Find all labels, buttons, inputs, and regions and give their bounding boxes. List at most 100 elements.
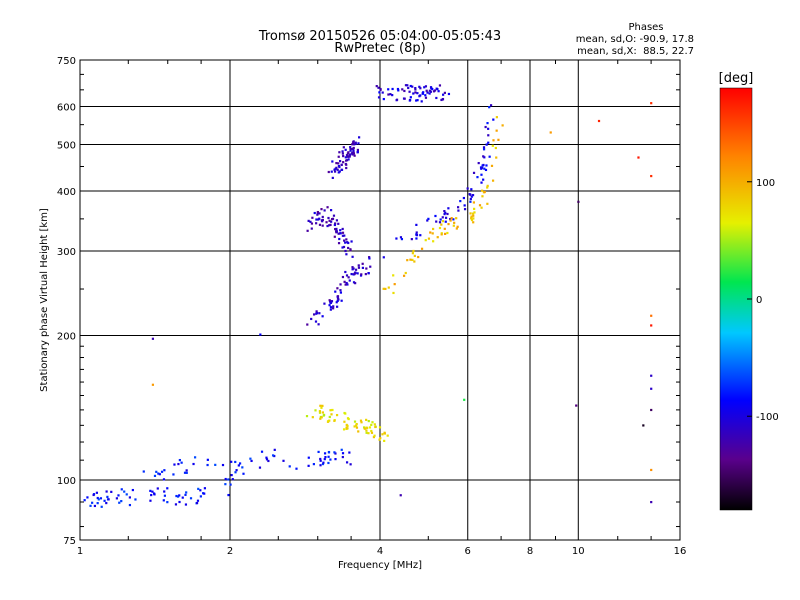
- echo-point: [331, 408, 334, 412]
- echo-point: [337, 242, 341, 245]
- echo-point: [353, 143, 356, 146]
- echo-point: [397, 89, 400, 92]
- echo-point: [178, 500, 181, 504]
- echo-point: [480, 181, 483, 184]
- echo-point: [650, 408, 653, 412]
- echo-point: [181, 496, 184, 499]
- echo-point: [321, 215, 324, 219]
- echo-point: [329, 209, 333, 212]
- echo-point: [455, 227, 458, 230]
- echo-point: [378, 438, 381, 441]
- echo-point: [230, 460, 233, 463]
- echo-point: [134, 498, 137, 501]
- echo-point: [344, 283, 347, 286]
- x-tick-label: 8: [527, 546, 533, 557]
- echo-point: [488, 155, 491, 158]
- echo-point: [344, 148, 347, 151]
- echo-point: [131, 488, 134, 492]
- echo-point: [472, 221, 475, 224]
- echo-point: [110, 490, 113, 493]
- colorbar-unit-label: [deg]: [719, 71, 754, 86]
- echo-point: [469, 193, 472, 196]
- echo-point: [352, 152, 356, 155]
- echo-point: [351, 151, 354, 154]
- echo-point: [345, 163, 348, 166]
- echo-point: [399, 236, 403, 239]
- echo-point: [341, 227, 344, 231]
- echo-point: [321, 462, 325, 466]
- echo-point: [322, 461, 325, 464]
- echo-point: [349, 248, 352, 251]
- echo-point: [414, 86, 417, 90]
- echo-point: [174, 503, 178, 506]
- echo-point: [414, 88, 417, 91]
- echo-point: [327, 461, 330, 465]
- echo-point: [336, 299, 339, 303]
- echo-point: [342, 154, 345, 158]
- echo-point: [331, 218, 334, 221]
- echo-point: [344, 241, 347, 244]
- echo-point: [470, 217, 473, 220]
- echo-point: [313, 313, 316, 316]
- echo-point: [106, 495, 109, 499]
- echo-point: [360, 421, 363, 424]
- echo-point: [330, 300, 334, 303]
- echo-point: [344, 249, 347, 253]
- x-tick-label: 2: [227, 546, 233, 557]
- echo-point: [417, 255, 420, 259]
- echo-point: [440, 223, 443, 226]
- echo-point: [163, 469, 166, 472]
- echo-point: [494, 146, 497, 150]
- echo-point: [436, 236, 439, 239]
- echo-point: [328, 304, 331, 307]
- echo-point: [315, 222, 318, 225]
- echo-point: [642, 424, 645, 427]
- echo-point: [425, 89, 428, 92]
- echo-point: [314, 320, 318, 323]
- echo-point: [427, 217, 430, 220]
- echo-point: [176, 495, 180, 498]
- echo-point: [450, 217, 453, 220]
- colorbar-tick-label: 100: [756, 178, 775, 189]
- y-tick-label: 75: [63, 536, 76, 547]
- chart-title: Tromsø 20150526 05:04:00-05:05:43: [258, 29, 501, 44]
- echo-point: [339, 289, 342, 292]
- echo-point: [383, 432, 386, 435]
- echo-point: [267, 459, 270, 463]
- echo-point: [312, 463, 315, 466]
- echo-point: [344, 156, 347, 159]
- echo-point: [250, 459, 253, 463]
- echo-point: [320, 406, 323, 409]
- echo-point: [339, 291, 343, 294]
- echo-point: [431, 88, 434, 91]
- echo-point: [117, 494, 120, 497]
- echo-point: [151, 490, 154, 493]
- echo-point: [334, 458, 337, 461]
- echo-point: [433, 89, 437, 92]
- echo-point: [650, 324, 653, 327]
- echo-point: [415, 237, 418, 240]
- echo-point: [162, 478, 166, 481]
- echo-point: [162, 499, 165, 502]
- echo-point: [339, 232, 342, 235]
- echo-point: [310, 317, 313, 321]
- x-axis-label: Frequency [MHz]: [338, 560, 422, 571]
- echo-point: [549, 131, 552, 134]
- echo-point: [156, 487, 159, 490]
- echo-point: [192, 462, 195, 466]
- echo-point: [441, 220, 445, 223]
- echo-point: [306, 323, 309, 326]
- stats-o-mode: mean, sd,O: -90.9, 17.8: [576, 34, 694, 45]
- echo-point: [332, 214, 336, 217]
- echo-point: [452, 218, 455, 221]
- echo-point: [341, 275, 345, 279]
- echo-point: [441, 216, 444, 219]
- echo-point: [480, 173, 483, 176]
- echo-point: [378, 91, 381, 94]
- echo-point: [335, 231, 338, 234]
- echo-point: [343, 411, 346, 415]
- echo-point: [486, 122, 489, 125]
- echo-point: [337, 232, 340, 235]
- echo-point: [318, 223, 322, 226]
- echo-point: [446, 212, 449, 216]
